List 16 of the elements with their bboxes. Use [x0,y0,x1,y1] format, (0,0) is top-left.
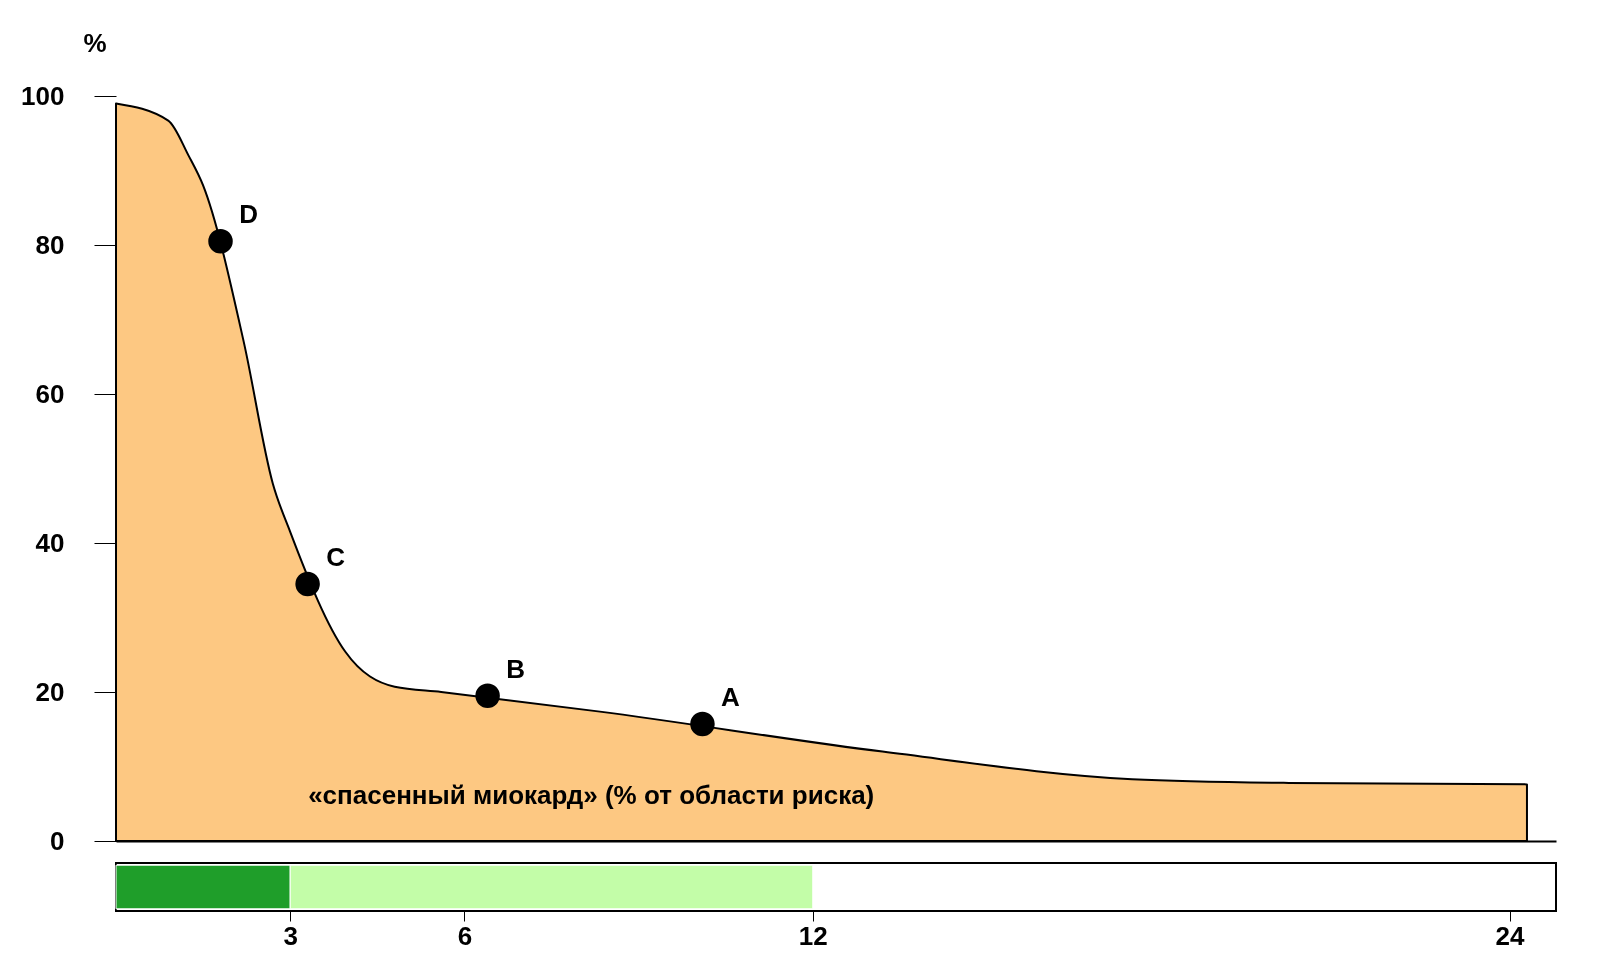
annotation: D [239,199,258,230]
y-tick-label: 100 [21,80,65,111]
annotation: A [721,682,741,713]
y-tick-label: 60 [35,378,65,409]
x-tick-label: 24 [1495,920,1526,951]
y-tick-label: 80 [35,229,65,260]
y-tick-label: 0 [50,825,65,856]
x-tick-label: 3 [283,920,298,951]
annotation: C [326,541,346,572]
annotation: «спасенный миокард» (% от области риска) [308,780,875,810]
y-axis-title: % [83,27,107,58]
annotation: B [506,653,525,684]
y-tick-label: 40 [35,527,65,558]
y-tick-label: 20 [35,676,65,707]
x-tick-label: 12 [798,920,828,951]
x-tick-label: 6 [457,920,473,951]
